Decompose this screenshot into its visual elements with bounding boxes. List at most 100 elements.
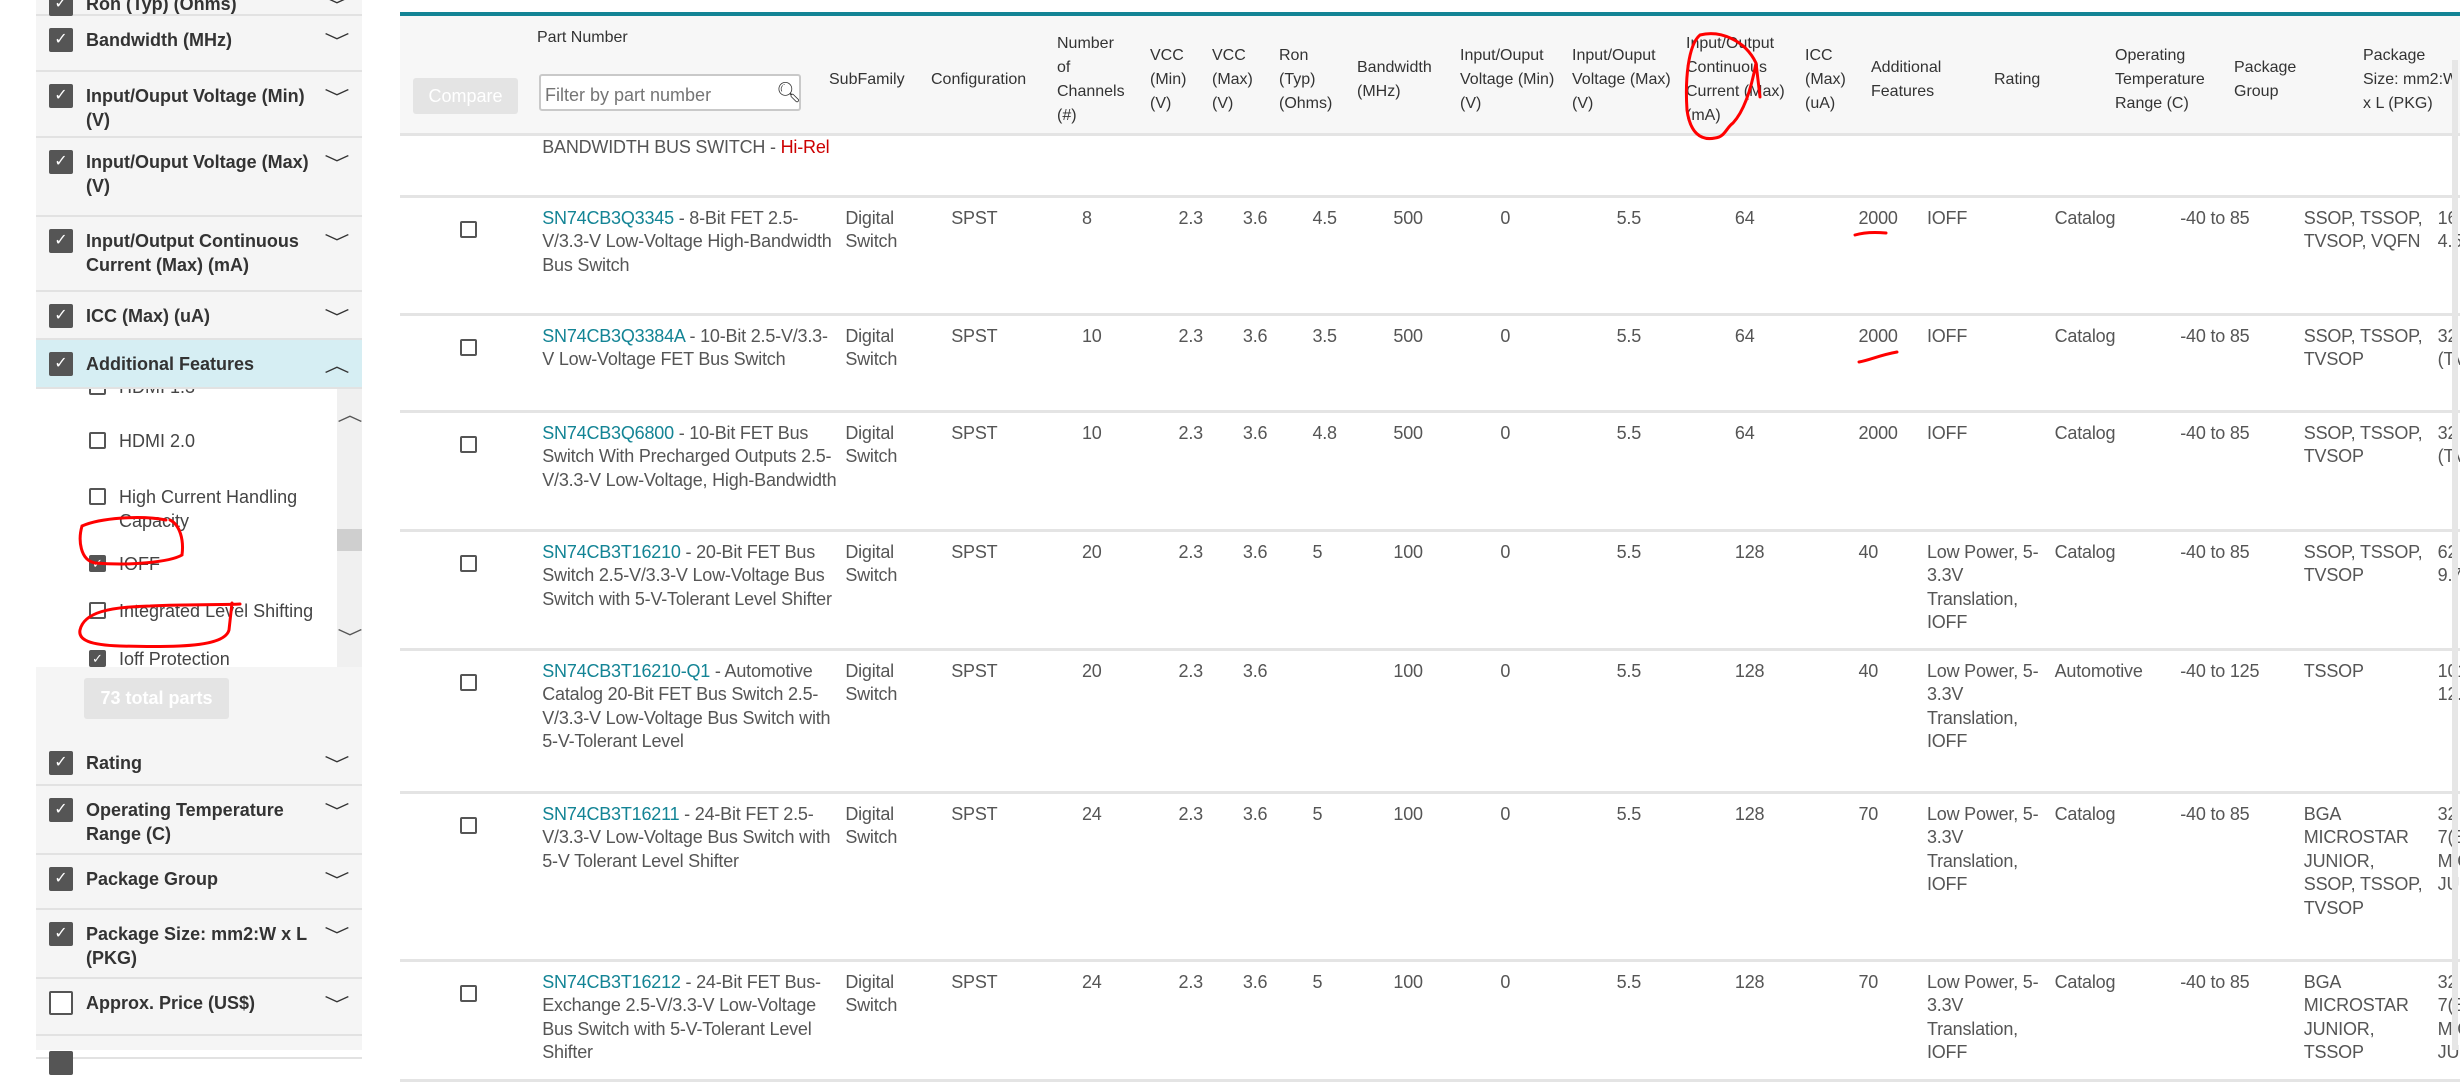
scroll-down-icon[interactable]: ﹀ bbox=[337, 628, 362, 648]
part-number-link[interactable]: SN74CB3T16210-Q1 bbox=[542, 660, 711, 681]
cell-bw: 100 bbox=[1393, 541, 1423, 562]
facet-checkbox[interactable] bbox=[49, 1051, 73, 1075]
scroll-up-icon[interactable]: ︿ bbox=[337, 405, 362, 425]
chevron-down-icon[interactable]: ﹀ bbox=[324, 755, 350, 775]
cell-channels: 24 bbox=[1082, 971, 1102, 992]
part-number-link[interactable]: SN74CB3Q3384A bbox=[542, 325, 685, 346]
facet-bandwidth-mhz[interactable]: ✓ Bandwidth (MHz) ﹀ bbox=[36, 16, 362, 72]
facet-ron-typ-ohms[interactable]: ✓ Ron (Typ) (Ohms) ﹀ bbox=[36, 0, 362, 16]
facet-checkbox[interactable]: ✓ bbox=[49, 150, 73, 174]
option-integrated-level-shifting[interactable]: Integrated Level Shifting bbox=[89, 599, 329, 623]
option-checkbox[interactable] bbox=[89, 488, 106, 505]
compare-checkbox[interactable] bbox=[460, 984, 477, 1002]
column-header-configuration[interactable]: Configuration bbox=[931, 71, 1027, 88]
cell-iomax: 5.5 bbox=[1616, 207, 1642, 228]
cell-channels: 10 bbox=[1082, 422, 1102, 443]
option-high-current-handling-capacity[interactable]: High Current Handling Capacity bbox=[89, 485, 329, 533]
column-header-vcc-min-v[interactable]: VCC (Min) (V) bbox=[1150, 47, 1187, 112]
compare-checkbox[interactable] bbox=[460, 338, 477, 356]
facet-additional-features[interactable]: ✓ Additional Features ︿ bbox=[36, 340, 362, 389]
column-header-operating-temperature-range-c[interactable]: Operating Temperature Range (C) bbox=[2115, 47, 2205, 112]
option-checkbox[interactable]: ✓ bbox=[89, 555, 106, 572]
facet-checkbox[interactable]: ✓ bbox=[49, 229, 73, 253]
option-checkbox[interactable] bbox=[89, 602, 106, 619]
chevron-down-icon[interactable]: ﹀ bbox=[324, 308, 350, 328]
facet-icc-max-ua[interactable]: ✓ ICC (Max) (uA) ﹀ bbox=[36, 292, 362, 340]
facet-checkbox[interactable]: ✓ bbox=[49, 304, 73, 328]
part-number-filter-input[interactable] bbox=[539, 74, 801, 111]
total-parts-button[interactable]: 73 total parts bbox=[84, 678, 229, 719]
column-header-additional-features[interactable]: Additional Features bbox=[1871, 59, 1942, 100]
part-number-link[interactable]: SN74CB3T16212 bbox=[542, 971, 681, 992]
facet-checkbox[interactable]: ✓ bbox=[49, 867, 73, 891]
facet-checkbox[interactable]: ✓ bbox=[49, 751, 73, 775]
column-header-vcc-max-v[interactable]: VCC (Max) (V) bbox=[1212, 47, 1253, 112]
column-header-bandwidth-mhz[interactable]: Bandwidth (MHz) bbox=[1357, 59, 1432, 100]
option-hdmi-1-3[interactable]: HDMI 1.3 bbox=[89, 389, 329, 399]
facet-input-output-continuous-current-max-ma[interactable]: ✓ Input/Output Continuous Current (Max) (… bbox=[36, 217, 362, 292]
column-header-number-of-channels[interactable]: Number of Channels (#) bbox=[1057, 35, 1125, 124]
option-hdmi-2-0[interactable]: HDMI 2.0 bbox=[89, 429, 329, 453]
chevron-down-icon[interactable]: ﹀ bbox=[324, 926, 350, 946]
chevron-down-icon[interactable]: ﹀ bbox=[324, 154, 350, 174]
compare-checkbox[interactable] bbox=[460, 220, 477, 238]
cell-subfamily: Digital Switch bbox=[845, 207, 898, 252]
column-header-icc-max-ua[interactable]: ICC (Max) (uA) bbox=[1805, 47, 1846, 112]
facet-checkbox[interactable]: ✓ bbox=[49, 922, 73, 946]
column-header-part-number[interactable]: Part Number bbox=[537, 29, 628, 46]
compare-checkbox[interactable] bbox=[460, 554, 477, 572]
column-header-subfamily[interactable]: SubFamily bbox=[829, 71, 905, 88]
table-row: SN74CB3T16210-Q1 - Automotive Catalog 20… bbox=[400, 649, 2460, 792]
scrollbar-thumb[interactable] bbox=[337, 529, 362, 551]
compare-button[interactable]: Compare bbox=[413, 78, 518, 114]
part-number-link[interactable]: SN74CB3Q6800 bbox=[542, 422, 674, 443]
chevron-down-icon[interactable]: ﹀ bbox=[324, 802, 350, 822]
facet-label: ICC (Max) (uA) bbox=[86, 306, 210, 326]
cell-bw: 100 bbox=[1393, 971, 1423, 992]
column-header-package-size-mm2-w-x-l-pkg[interactable]: Package Size: mm2:W x L (PKG) bbox=[2363, 47, 2459, 112]
cell-vccmax: 3.6 bbox=[1242, 422, 1268, 443]
options-scrollbar[interactable]: ︿ ﹀ bbox=[337, 389, 362, 667]
facet-checkbox[interactable]: ✓ bbox=[49, 84, 73, 108]
search-icon[interactable]: 🔍︎ bbox=[776, 82, 802, 104]
facet-checkbox[interactable]: ✓ bbox=[49, 352, 73, 376]
facet-checkbox[interactable]: ✓ bbox=[49, 28, 73, 52]
chevron-down-icon[interactable]: ﹀ bbox=[324, 88, 350, 108]
facet-checkbox[interactable]: ✓ bbox=[49, 798, 73, 822]
part-number-link[interactable]: SN74CB3T16211 bbox=[542, 803, 680, 824]
facet-package-group[interactable]: ✓ Package Group ﹀ bbox=[36, 855, 362, 910]
part-number-link[interactable]: SN74CB3T16210 bbox=[542, 541, 681, 562]
chevron-down-icon[interactable]: ﹀ bbox=[324, 995, 350, 1015]
part-number-link[interactable]: SN74CB3Q3345 bbox=[542, 207, 674, 228]
chevron-down-icon[interactable]: ﹀ bbox=[324, 871, 350, 891]
column-header-ron-typ-ohms[interactable]: Ron (Typ) (Ohms) bbox=[1279, 47, 1333, 112]
option-checkbox[interactable] bbox=[89, 389, 106, 395]
column-header-input-ouput-voltage-min-v[interactable]: Input/Ouput Voltage (Min) (V) bbox=[1460, 47, 1555, 112]
column-header-input-output-continuous-current-max-ma[interactable]: Input/Output Continuous Current (Max) (m… bbox=[1686, 35, 1785, 124]
facet-operating-temperature-range-c[interactable]: ✓ Operating Temperature Range (C) ﹀ bbox=[36, 786, 362, 855]
table-scrollbar[interactable] bbox=[2452, 60, 2458, 1050]
chevron-down-icon[interactable]: ﹀ bbox=[324, 0, 350, 16]
facet-package-size-mm2-w-x-l-pkg[interactable]: ✓ Package Size: mm2:W x L (PKG) ﹀ bbox=[36, 910, 362, 979]
facet-input-ouput-voltage-min-v[interactable]: ✓ Input/Ouput Voltage (Min) (V) ﹀ bbox=[36, 72, 362, 138]
column-header-rating[interactable]: Rating bbox=[1994, 71, 2041, 88]
column-header-package-group[interactable]: Package Group bbox=[2234, 59, 2297, 100]
facet-checkbox[interactable] bbox=[49, 991, 73, 1015]
column-header-input-ouput-voltage-max-v[interactable]: Input/Ouput Voltage (Max) (V) bbox=[1572, 47, 1671, 112]
cell-pkg: SSOP, TSSOP, TVSOP bbox=[2303, 325, 2423, 370]
chevron-down-icon[interactable]: ﹀ bbox=[324, 233, 350, 253]
compare-checkbox[interactable] bbox=[460, 435, 477, 453]
option-ioff-protection[interactable]: ✓ Ioff Protection bbox=[89, 647, 329, 667]
chevron-down-icon[interactable]: ﹀ bbox=[324, 32, 350, 52]
compare-checkbox[interactable] bbox=[460, 673, 477, 691]
facet-checkbox[interactable]: ✓ bbox=[49, 0, 73, 16]
option-ioff[interactable]: ✓ IOFF bbox=[89, 552, 329, 576]
facet-next[interactable] bbox=[36, 1039, 362, 1075]
option-checkbox[interactable]: ✓ bbox=[89, 650, 106, 667]
facet-rating[interactable]: ✓ Rating ﹀ bbox=[36, 739, 362, 786]
facet-approx-price-us[interactable]: Approx. Price (US$) ﹀ bbox=[36, 979, 362, 1036]
compare-checkbox[interactable] bbox=[460, 816, 477, 834]
facet-input-ouput-voltage-max-v[interactable]: ✓ Input/Ouput Voltage (Max) (V) ﹀ bbox=[36, 138, 362, 217]
option-checkbox[interactable] bbox=[89, 432, 106, 449]
chevron-up-icon[interactable]: ︿ bbox=[324, 356, 350, 376]
